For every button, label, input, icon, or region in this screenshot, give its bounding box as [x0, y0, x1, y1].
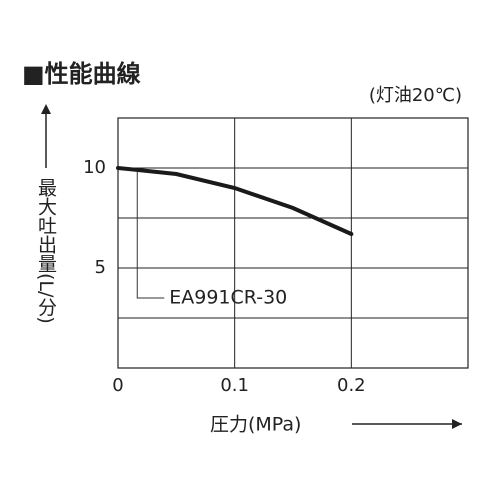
- y-tick-label: 5: [95, 257, 106, 278]
- y-axis-label: 最大吐出量(L/分): [35, 178, 57, 324]
- x-arrow-head: [452, 419, 462, 429]
- curve: [116, 166, 354, 236]
- leader-line: [136, 171, 165, 299]
- chart-subtitle: (灯油20℃): [369, 85, 462, 106]
- y-arrow-head: [41, 104, 51, 114]
- x-tick-label: 0.2: [337, 375, 366, 396]
- plot-frame: [117, 117, 469, 369]
- legend-label: EA991CR-30: [169, 287, 287, 309]
- x-tick-label: 0.1: [220, 375, 249, 396]
- y-tick-label: 10: [83, 157, 106, 178]
- x-axis-label: 圧力(MPa): [210, 414, 301, 436]
- chart-title: ■性能曲線: [22, 60, 141, 88]
- x-tick-label: 0: [112, 375, 123, 396]
